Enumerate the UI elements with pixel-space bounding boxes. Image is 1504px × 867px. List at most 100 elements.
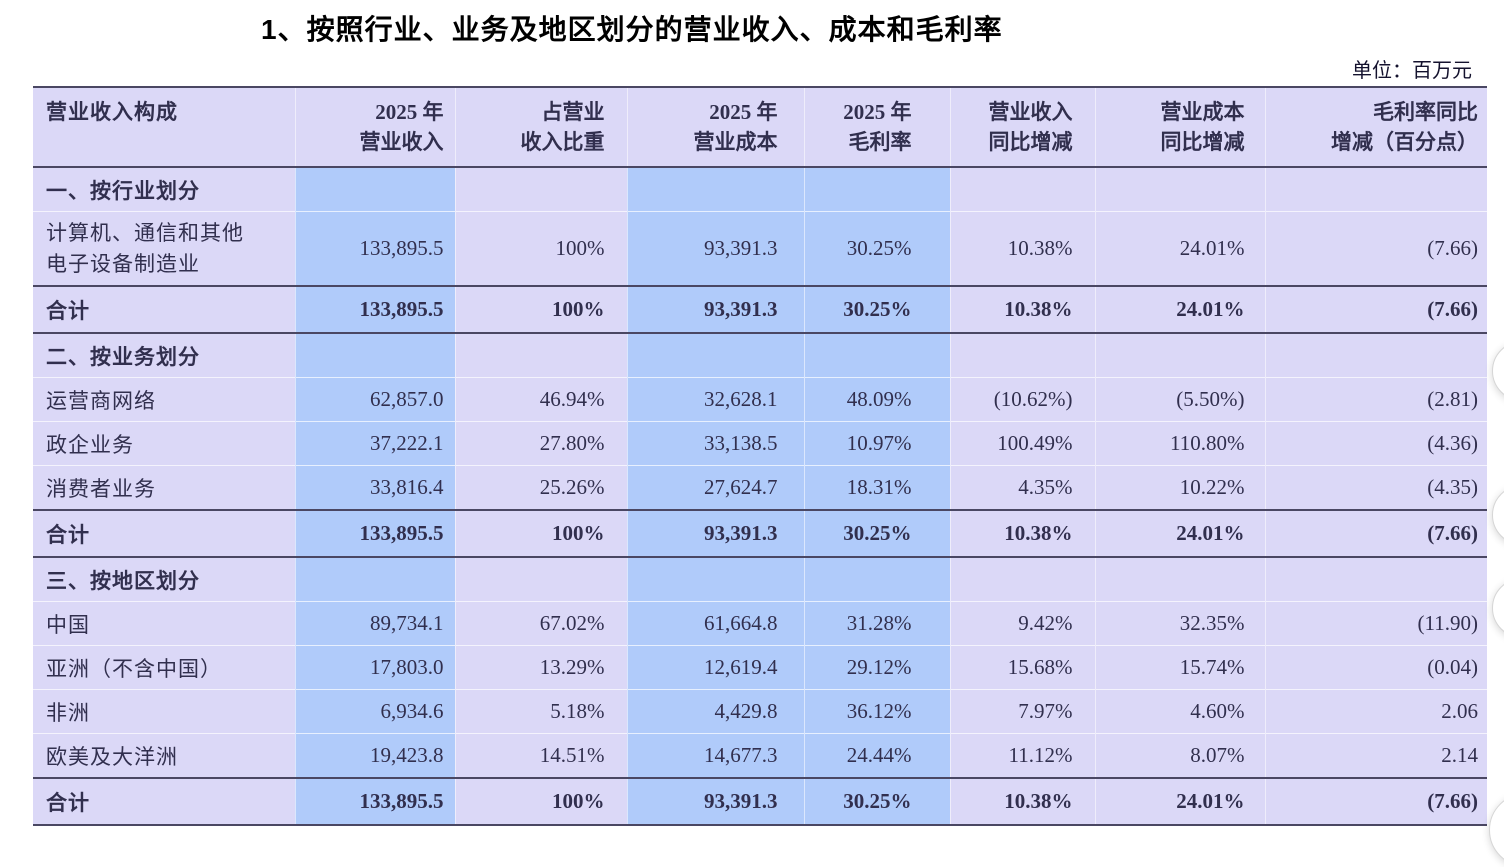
cell-share: 5.18%: [454, 689, 627, 734]
cell-share: 25.26%: [454, 465, 627, 510]
cell-margin: 10.97%: [803, 421, 950, 466]
row-china: 中国 89,734.1 67.02% 61,664.8 31.28% 9.42%…: [33, 601, 1487, 646]
cell-share: 100%: [454, 509, 627, 558]
cell-empty: [803, 167, 950, 212]
cell-revenue-yoy: 10.38%: [949, 211, 1095, 286]
table-header-row: 营业收入构成 2025 年营业收入 占营业 收入比重 2025 年营业成本 202…: [33, 87, 1487, 168]
cell-margin: 31.28%: [803, 601, 950, 646]
row-asia-ex-china: 亚洲（不含中国） 17,803.0 13.29% 12,619.4 29.12%…: [33, 645, 1487, 690]
cell-empty: [626, 333, 804, 378]
cell-revenue: 62,857.0: [294, 377, 455, 422]
cell-cost: 14,677.3: [626, 733, 804, 778]
cell-share: 13.29%: [454, 645, 627, 690]
cell-margin-yoy: (7.66): [1264, 285, 1487, 334]
section-label: 二、按业务划分: [33, 333, 295, 378]
col-header-revenue-composition: 营业收入构成: [33, 87, 295, 168]
cell-revenue-yoy: 100.49%: [949, 421, 1095, 466]
floating-button-1[interactable]: [1492, 341, 1504, 401]
cell-empty: [949, 167, 1095, 212]
floating-button-3[interactable]: [1492, 578, 1504, 638]
cell-cost: 4,429.8: [626, 689, 804, 734]
cell-revenue: 133,895.5: [294, 285, 455, 334]
cell-cost-yoy: 24.01%: [1094, 509, 1265, 558]
cell-margin-yoy: 2.14: [1264, 733, 1487, 778]
cell-empty: [626, 557, 804, 602]
cell-cost-yoy: 8.07%: [1094, 733, 1265, 778]
unit-note: 单位：百万元: [1352, 60, 1472, 82]
cell-revenue: 133,895.5: [294, 211, 455, 286]
cell-cost-yoy: 10.22%: [1094, 465, 1265, 510]
cell-revenue: 6,934.6: [294, 689, 455, 734]
cell-cost: 93,391.3: [626, 777, 804, 826]
header-line1: 2025 年: [375, 100, 444, 124]
cell-share: 100%: [454, 211, 627, 286]
header-line2: 营业收入: [359, 130, 444, 154]
cell-revenue: 89,734.1: [294, 601, 455, 646]
row-label-text: 计算机、通信和其他电子设备制造业: [46, 220, 244, 276]
table-title: 1、按照行业、业务及地区划分的营业收入、成本和毛利率: [261, 14, 1003, 45]
row-label: 中国: [33, 601, 295, 646]
cell-empty: [626, 167, 804, 212]
floating-button-4[interactable]: [1489, 793, 1504, 867]
cell-empty: [803, 333, 950, 378]
row-industry-section: 一、按行业划分: [33, 167, 1487, 212]
section-label: 三、按地区划分: [33, 557, 295, 602]
header-line2: 收入比重: [520, 130, 605, 154]
cell-empty: [1094, 167, 1265, 212]
document-page: { "page": { "title": "1、按照行业、业务及地区划分的营业收…: [33, 14, 1504, 867]
cell-revenue: 19,423.8: [294, 733, 455, 778]
cell-margin: 30.25%: [803, 509, 950, 558]
cell-revenue-yoy: 11.12%: [949, 733, 1095, 778]
row-consumer-business: 消费者业务 33,816.4 25.26% 27,624.7 18.31% 4.…: [33, 465, 1487, 510]
header-line1: 营业成本: [1160, 100, 1245, 124]
cell-cost-yoy: 4.60%: [1094, 689, 1265, 734]
header-line2: 营业成本: [693, 130, 778, 154]
row-business-section: 二、按业务划分: [33, 333, 1487, 378]
header-line2: 同比增减: [988, 130, 1073, 154]
cell-margin-yoy: (7.66): [1264, 211, 1487, 286]
row-label: 非洲: [33, 689, 295, 734]
cell-empty: [294, 557, 455, 602]
row-operator-network: 运营商网络 62,857.0 46.94% 32,628.1 48.09% (1…: [33, 377, 1487, 422]
row-label: 欧美及大洋洲: [33, 733, 295, 778]
cell-empty: [949, 557, 1095, 602]
cell-empty: [1094, 333, 1265, 378]
col-header-2025-cost: 2025 年营业成本: [626, 87, 804, 168]
row-africa: 非洲 6,934.6 5.18% 4,429.8 36.12% 7.97% 4.…: [33, 689, 1487, 734]
cell-margin-yoy: (2.81): [1264, 377, 1487, 422]
cell-margin: 29.12%: [803, 645, 950, 690]
header-line1: 占营业: [541, 100, 605, 124]
cell-cost-yoy: 32.35%: [1094, 601, 1265, 646]
cell-empty: [1264, 333, 1487, 378]
col-header-revenue-share: 占营业收入比重: [454, 87, 627, 168]
cell-cost: 61,664.8: [626, 601, 804, 646]
floating-button-2[interactable]: [1492, 485, 1504, 545]
cell-revenue: 133,895.5: [294, 509, 455, 558]
cell-empty: [803, 557, 950, 602]
cell-empty: [454, 557, 627, 602]
cell-empty: [1264, 557, 1487, 602]
cell-margin-yoy: (11.90): [1264, 601, 1487, 646]
cell-cost-yoy: 24.01%: [1094, 777, 1265, 826]
cell-cost: 93,391.3: [626, 509, 804, 558]
cell-revenue-yoy: 9.42%: [949, 601, 1095, 646]
cell-share: 100%: [454, 777, 627, 826]
cell-revenue-yoy: 10.38%: [949, 777, 1095, 826]
cell-margin: 30.25%: [803, 285, 950, 334]
header-line1: 2025 年: [843, 100, 912, 124]
cell-cost: 93,391.3: [626, 211, 804, 286]
cell-cost-yoy: 24.01%: [1094, 211, 1265, 286]
cell-cost: 32,628.1: [626, 377, 804, 422]
cell-revenue-yoy: 10.38%: [949, 509, 1095, 558]
cell-revenue: 33,816.4: [294, 465, 455, 510]
cell-empty: [294, 333, 455, 378]
cell-margin-yoy: (0.04): [1264, 645, 1487, 690]
cell-margin: 30.25%: [803, 211, 950, 286]
cell-empty: [1264, 167, 1487, 212]
cell-revenue: 133,895.5: [294, 777, 455, 826]
row-business-total: 合计 133,895.5 100% 93,391.3 30.25% 10.38%…: [33, 509, 1487, 558]
cell-margin: 30.25%: [803, 777, 950, 826]
row-label: 运营商网络: [33, 377, 295, 422]
cell-cost: 12,619.4: [626, 645, 804, 690]
cell-revenue-yoy: 15.68%: [949, 645, 1095, 690]
